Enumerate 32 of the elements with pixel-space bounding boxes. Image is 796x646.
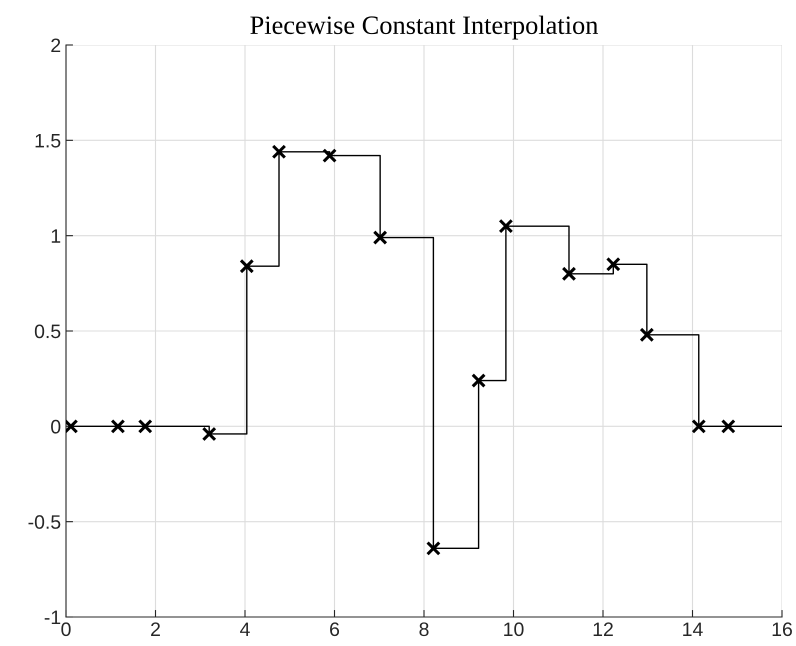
y-tick-label: -0.5	[28, 515, 60, 529]
x-tick-label: 14	[683, 622, 703, 636]
y-tick-label: 0	[51, 420, 60, 434]
point	[498, 218, 514, 234]
y-tick-label: 0.5	[34, 324, 60, 338]
x-tick-label: 12	[594, 622, 613, 636]
point	[426, 541, 441, 556]
x-tick-label: 10	[504, 622, 524, 636]
point	[606, 256, 621, 272]
x-tick-label: 4	[240, 622, 250, 636]
point	[202, 426, 217, 442]
point	[720, 418, 736, 434]
y-tick-label: 1.5	[36, 134, 60, 148]
x-tick-label: 6	[330, 622, 340, 636]
point	[272, 144, 286, 160]
y-tick-label: 2	[51, 38, 60, 52]
chart-title: Piecewise Constant Interpolation	[250, 16, 598, 40]
y-tick-label: -1	[44, 610, 60, 624]
point	[110, 418, 126, 434]
point	[640, 327, 654, 342]
point	[322, 148, 337, 163]
x-tick-label: 16	[772, 622, 792, 636]
x-tick-label: 8	[419, 622, 429, 636]
point	[372, 230, 388, 245]
point	[239, 258, 254, 274]
point	[138, 418, 153, 434]
x-tick-label: 0	[61, 622, 71, 636]
point	[562, 266, 576, 282]
y-tick-label: 1	[52, 229, 60, 243]
point	[691, 418, 706, 434]
point	[471, 373, 486, 388]
x-tick-label: 2	[151, 622, 160, 636]
